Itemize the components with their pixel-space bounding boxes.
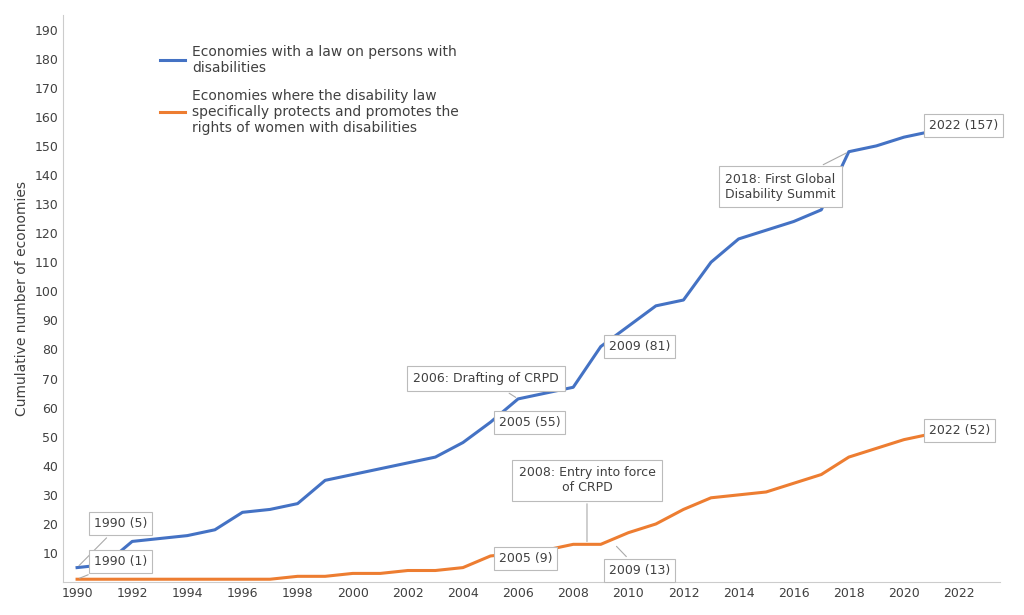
Economies with a law on persons with
disabilities (429, 453, 441, 461)
Economies where the disability law
specifically protects and promotes the
rights of women with disabilities (484, 552, 497, 560)
Economies where the disability law
specifically protects and promotes the
rights of women with disabilities (209, 576, 221, 583)
Economies with a law on persons with
disabilities (595, 343, 607, 351)
Text: 2006: Drafting of CRPD: 2006: Drafting of CRPD (414, 372, 559, 397)
Economies with a law on persons with
disabilities (181, 532, 194, 539)
Text: 2009 (13): 2009 (13) (609, 546, 671, 577)
Economies with a law on persons with
disabilities (98, 561, 111, 568)
Economies where the disability law
specifically protects and promotes the
rights of women with disabilities (705, 494, 717, 501)
Economies with a law on persons with
disabilities (953, 122, 966, 129)
Economies with a law on persons with
disabilities (540, 389, 552, 397)
Economies with a law on persons with
disabilities (484, 418, 497, 426)
Text: 1990 (1): 1990 (1) (80, 555, 146, 578)
Economies where the disability law
specifically protects and promotes the
rights of women with disabilities (264, 576, 276, 583)
Economies with a law on persons with
disabilities (815, 206, 827, 213)
Economies with a law on persons with
disabilities (623, 322, 635, 330)
Economies with a law on persons with
disabilities (71, 564, 83, 571)
Text: 2018: First Global
Disability Summit: 2018: First Global Disability Summit (725, 153, 847, 200)
Economies with a law on persons with
disabilities (677, 296, 689, 304)
Economies where the disability law
specifically protects and promotes the
rights of women with disabilities (567, 541, 580, 548)
Economies with a law on persons with
disabilities (154, 535, 166, 542)
Text: 2005 (55): 2005 (55) (499, 416, 560, 429)
Economies with a law on persons with
disabilities (264, 506, 276, 513)
Economies with a law on persons with
disabilities (319, 477, 332, 484)
Text: 2009 (81): 2009 (81) (609, 340, 671, 353)
Economies where the disability law
specifically protects and promotes the
rights of women with disabilities (346, 569, 358, 577)
Economies with a law on persons with
disabilities (705, 258, 717, 266)
Economies where the disability law
specifically protects and promotes the
rights of women with disabilities (677, 506, 689, 513)
Economies with a law on persons with
disabilities (457, 439, 469, 446)
Economies where the disability law
specifically protects and promotes the
rights of women with disabilities (623, 529, 635, 536)
Economies where the disability law
specifically protects and promotes the
rights of women with disabilities (98, 576, 111, 583)
Economies where the disability law
specifically protects and promotes the
rights of women with disabilities (953, 427, 966, 435)
Economies where the disability law
specifically protects and promotes the
rights of women with disabilities (595, 541, 607, 548)
Economies with a law on persons with
disabilities (374, 465, 386, 472)
Economies with a law on persons with
disabilities (237, 509, 249, 516)
Economies with a law on persons with
disabilities (843, 148, 855, 156)
Economies with a law on persons with
disabilities (760, 226, 772, 234)
Economies with a law on persons with
disabilities (292, 500, 304, 507)
Economies where the disability law
specifically protects and promotes the
rights of women with disabilities (512, 549, 524, 557)
Economies with a law on persons with
disabilities (650, 302, 663, 309)
Text: 2022 (52): 2022 (52) (929, 424, 990, 437)
Economies where the disability law
specifically protects and promotes the
rights of women with disabilities (760, 488, 772, 496)
Text: 1990 (5): 1990 (5) (79, 517, 147, 566)
Economies with a law on persons with
disabilities (126, 538, 138, 545)
Economies where the disability law
specifically protects and promotes the
rights of women with disabilities (374, 569, 386, 577)
Economies where the disability law
specifically protects and promotes the
rights of women with disabilities (843, 453, 855, 461)
Economies with a law on persons with
disabilities (401, 459, 414, 467)
Economies where the disability law
specifically protects and promotes the
rights of women with disabilities (401, 567, 414, 574)
Text: 2022 (157): 2022 (157) (929, 119, 998, 132)
Economies with a law on persons with
disabilities (787, 218, 800, 225)
Economies where the disability law
specifically protects and promotes the
rights of women with disabilities (870, 445, 883, 452)
Economies with a law on persons with
disabilities (567, 384, 580, 391)
Text: 2008: Entry into force
of CRPD: 2008: Entry into force of CRPD (518, 466, 655, 542)
Economies where the disability law
specifically protects and promotes the
rights of women with disabilities (181, 576, 194, 583)
Economies where the disability law
specifically protects and promotes the
rights of women with disabilities (926, 430, 938, 437)
Y-axis label: Cumulative number of economies: Cumulative number of economies (15, 181, 29, 416)
Economies where the disability law
specifically protects and promotes the
rights of women with disabilities (650, 520, 663, 528)
Economies with a law on persons with
disabilities (209, 526, 221, 533)
Economies where the disability law
specifically protects and promotes the
rights of women with disabilities (540, 547, 552, 554)
Economies where the disability law
specifically protects and promotes the
rights of women with disabilities (457, 564, 469, 571)
Economies where the disability law
specifically protects and promotes the
rights of women with disabilities (732, 491, 744, 499)
Line: Economies with a law on persons with
disabilities: Economies with a law on persons with dis… (77, 125, 959, 568)
Economies where the disability law
specifically protects and promotes the
rights of women with disabilities (319, 573, 332, 580)
Economies where the disability law
specifically protects and promotes the
rights of women with disabilities (126, 576, 138, 583)
Economies with a law on persons with
disabilities (898, 133, 910, 141)
Text: 2005 (9): 2005 (9) (499, 552, 552, 565)
Economies where the disability law
specifically protects and promotes the
rights of women with disabilities (898, 436, 910, 443)
Economies with a law on persons with
disabilities (512, 395, 524, 403)
Legend: Economies with a law on persons with
disabilities, Economies where the disabilit: Economies with a law on persons with dis… (155, 39, 465, 141)
Economies where the disability law
specifically protects and promotes the
rights of women with disabilities (292, 573, 304, 580)
Line: Economies where the disability law
specifically protects and promotes the
rights of women with disabilities: Economies where the disability law speci… (77, 431, 959, 579)
Economies where the disability law
specifically protects and promotes the
rights of women with disabilities (154, 576, 166, 583)
Economies where the disability law
specifically protects and promotes the
rights of women with disabilities (787, 480, 800, 487)
Economies where the disability law
specifically protects and promotes the
rights of women with disabilities (237, 576, 249, 583)
Economies with a law on persons with
disabilities (870, 142, 883, 149)
Economies with a law on persons with
disabilities (926, 128, 938, 135)
Economies with a law on persons with
disabilities (732, 236, 744, 243)
Economies where the disability law
specifically protects and promotes the
rights of women with disabilities (71, 576, 83, 583)
Economies with a law on persons with
disabilities (346, 471, 358, 478)
Economies where the disability law
specifically protects and promotes the
rights of women with disabilities (815, 471, 827, 478)
Economies where the disability law
specifically protects and promotes the
rights of women with disabilities (429, 567, 441, 574)
